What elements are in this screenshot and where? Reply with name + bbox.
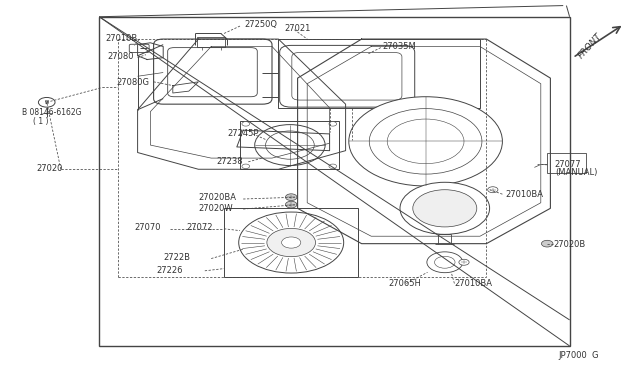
Circle shape: [369, 109, 482, 174]
FancyBboxPatch shape: [129, 44, 149, 52]
Circle shape: [329, 122, 337, 126]
Circle shape: [541, 240, 553, 247]
Text: 27238: 27238: [216, 157, 243, 166]
Circle shape: [239, 212, 344, 273]
Circle shape: [349, 97, 502, 186]
Text: 27065H: 27065H: [388, 279, 421, 288]
Bar: [99, 17, 570, 346]
Text: B 08146-6162G: B 08146-6162G: [22, 108, 82, 117]
Text: 27020BA: 27020BA: [198, 193, 236, 202]
Circle shape: [282, 237, 301, 248]
Text: 27010BA: 27010BA: [454, 279, 492, 288]
Circle shape: [488, 187, 498, 193]
Circle shape: [400, 182, 490, 234]
Text: 27072: 27072: [187, 223, 213, 232]
Text: 27080: 27080: [108, 52, 134, 61]
Text: 27226: 27226: [157, 266, 183, 275]
Text: 27020: 27020: [36, 164, 63, 173]
Text: 27021: 27021: [285, 24, 311, 33]
FancyBboxPatch shape: [154, 39, 272, 104]
Circle shape: [285, 201, 297, 208]
Circle shape: [255, 125, 325, 166]
Bar: [278, 39, 480, 108]
Circle shape: [329, 164, 337, 169]
Text: 27245P: 27245P: [227, 129, 259, 138]
Circle shape: [285, 194, 297, 201]
Text: 27035M: 27035M: [382, 42, 416, 51]
FancyBboxPatch shape: [168, 48, 257, 97]
Text: (MANUAL): (MANUAL): [555, 169, 597, 177]
FancyBboxPatch shape: [280, 45, 415, 107]
Circle shape: [242, 122, 250, 126]
Text: JP7000  G: JP7000 G: [558, 351, 598, 360]
Text: 27070: 27070: [134, 223, 161, 232]
Circle shape: [242, 164, 250, 169]
Text: FRONT: FRONT: [577, 32, 604, 61]
Text: 27010BA: 27010BA: [506, 190, 543, 199]
FancyBboxPatch shape: [292, 52, 402, 100]
Circle shape: [427, 252, 463, 273]
Text: 27020B: 27020B: [554, 240, 586, 249]
Text: B: B: [45, 100, 49, 105]
Circle shape: [435, 256, 455, 268]
Text: 27080G: 27080G: [116, 78, 150, 87]
Bar: [224, 208, 358, 277]
Circle shape: [413, 190, 477, 227]
Bar: [547, 153, 586, 173]
Text: 27077: 27077: [555, 160, 582, 169]
Text: 2722B: 2722B: [163, 253, 190, 262]
Circle shape: [459, 259, 469, 265]
Text: 27250Q: 27250Q: [244, 20, 278, 29]
Text: 27010B: 27010B: [106, 34, 138, 43]
Circle shape: [266, 131, 314, 159]
Circle shape: [267, 228, 316, 257]
Circle shape: [38, 97, 55, 107]
Bar: [197, 37, 225, 46]
Circle shape: [387, 119, 464, 164]
Text: ( 1 ): ( 1 ): [33, 117, 49, 126]
Text: 27020W: 27020W: [198, 204, 233, 213]
Bar: [240, 121, 339, 169]
